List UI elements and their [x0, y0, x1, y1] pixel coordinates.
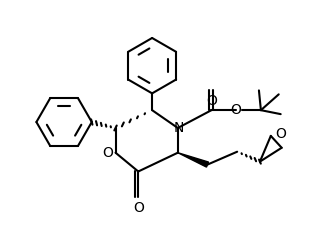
Text: O: O [102, 146, 113, 160]
Text: O: O [133, 201, 144, 215]
Text: O: O [276, 127, 287, 141]
Text: O: O [231, 103, 242, 117]
Text: N: N [174, 121, 184, 135]
Text: O: O [206, 94, 217, 108]
Polygon shape [178, 153, 209, 167]
